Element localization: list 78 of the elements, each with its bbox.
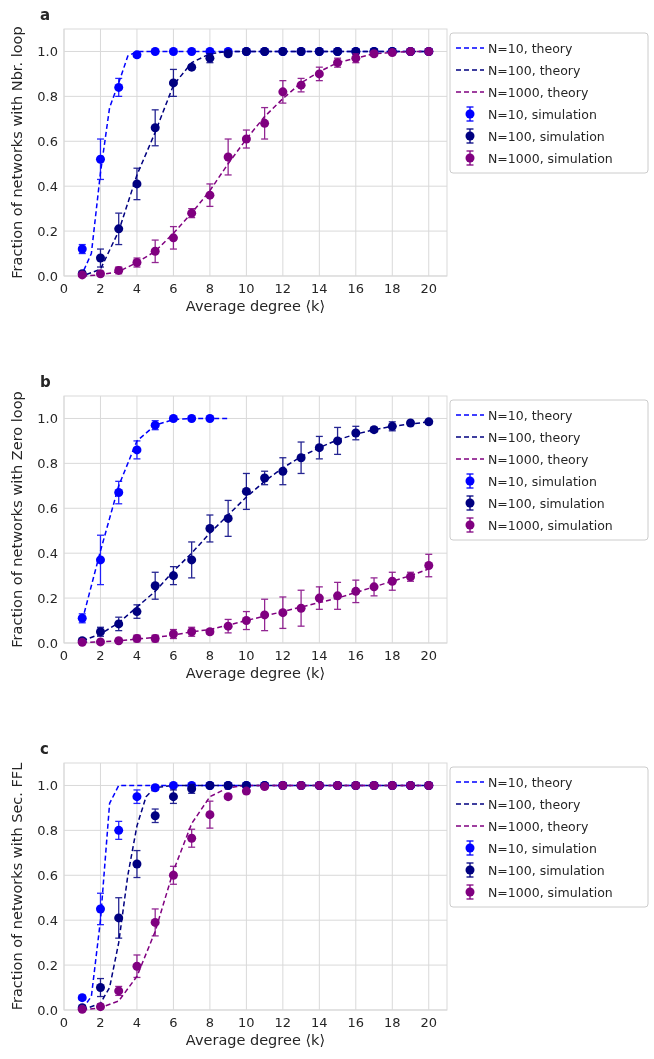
x-tick-label: 2	[96, 281, 105, 296]
x-tick-label: 2	[96, 648, 105, 663]
y-tick-label: 0.4	[37, 912, 58, 928]
y-tick-label: 0.0	[37, 1002, 58, 1018]
y-tick-label: 1.0	[37, 410, 58, 426]
legend-label: N=10, simulation	[488, 106, 597, 122]
x-tick-label: 2	[96, 1015, 105, 1030]
x-tick-label: 10	[238, 281, 255, 296]
legend-label: N=10, simulation	[488, 473, 597, 489]
chart-title: a	[40, 6, 51, 24]
chart-title: c	[40, 740, 49, 758]
legend-label: N=100, simulation	[488, 862, 605, 878]
legend-label: N=1000, simulation	[488, 150, 613, 166]
x-tick-label: 18	[384, 648, 401, 663]
y-tick-label: 0.2	[37, 590, 58, 606]
x-tick-label: 8	[205, 648, 215, 663]
legend-label: N=1000, theory	[488, 818, 589, 834]
x-tick-label: 0	[59, 281, 69, 296]
x-tick-label: 12	[274, 1015, 292, 1030]
y-tick-label: 0.6	[37, 867, 58, 883]
x-tick-label: 6	[169, 281, 178, 296]
x-tick-label: 8	[205, 281, 215, 296]
y-tick-label: 1.0	[37, 43, 58, 59]
y-tick-label: 0.8	[37, 455, 58, 471]
chart-title: b	[40, 373, 51, 391]
x-tick-label: 6	[169, 648, 178, 663]
legend-label: N=100, theory	[488, 429, 581, 445]
legend-label: N=10, theory	[488, 40, 573, 56]
y-tick-label: 0.0	[37, 268, 58, 284]
x-tick-label: 20	[420, 1015, 438, 1030]
x-tick-label: 0	[59, 648, 69, 663]
x-tick-label: 12	[274, 648, 292, 663]
x-tick-label: 14	[311, 281, 328, 296]
x-tick-label: 16	[347, 648, 365, 663]
x-tick-label: 20	[420, 648, 438, 663]
x-tick-label: 8	[205, 1015, 215, 1030]
x-tick-label: 12	[274, 281, 292, 296]
legend-label: N=100, simulation	[488, 128, 605, 144]
x-axis-title: Average degree ⟨k⟩	[185, 298, 326, 314]
x-tick-label: 6	[169, 1015, 178, 1030]
x-tick-label: 4	[132, 281, 142, 296]
legend-label: N=100, theory	[488, 796, 581, 812]
x-tick-label: 10	[238, 1015, 255, 1030]
y-axis-title: Fraction of networks with Nbr. loop	[9, 26, 25, 279]
y-tick-label: 1.0	[37, 777, 58, 793]
legend-label: N=1000, simulation	[488, 884, 613, 900]
x-axis-title: Average degree ⟨k⟩	[185, 1032, 326, 1048]
y-axis-title: Fraction of networks with Zero loop	[9, 391, 25, 648]
x-tick-label: 4	[132, 1015, 142, 1030]
legend-label: N=10, theory	[488, 407, 573, 423]
y-tick-label: 0.6	[37, 500, 58, 516]
x-tick-label: 16	[347, 281, 365, 296]
legend-label: N=10, simulation	[488, 840, 597, 856]
x-tick-label: 0	[59, 1015, 69, 1030]
y-tick-label: 0.2	[37, 223, 58, 239]
x-tick-label: 14	[311, 648, 328, 663]
legend-label: N=1000, simulation	[488, 517, 613, 533]
legend-label: N=100, theory	[488, 62, 581, 78]
y-tick-label: 0.0	[37, 635, 58, 651]
x-tick-label: 14	[311, 1015, 328, 1030]
legend-label: N=10, theory	[488, 774, 573, 790]
legend-label: N=100, simulation	[488, 495, 605, 511]
x-tick-label: 16	[347, 1015, 365, 1030]
y-tick-label: 0.2	[37, 957, 58, 973]
legend-label: N=1000, theory	[488, 84, 589, 100]
legend-label: N=1000, theory	[488, 451, 589, 467]
y-tick-label: 0.6	[37, 133, 58, 149]
x-tick-label: 4	[132, 648, 142, 663]
x-tick-label: 18	[384, 1015, 401, 1030]
x-tick-label: 20	[420, 281, 438, 296]
x-tick-label: 18	[384, 281, 401, 296]
y-tick-label: 0.8	[37, 88, 58, 104]
y-tick-label: 0.8	[37, 822, 58, 838]
y-tick-label: 0.4	[37, 545, 58, 561]
x-tick-label: 10	[238, 648, 255, 663]
y-axis-title: Fraction of networks with Sec. FFL	[9, 762, 25, 1011]
x-axis-title: Average degree ⟨k⟩	[185, 665, 326, 681]
y-tick-label: 0.4	[37, 178, 58, 194]
